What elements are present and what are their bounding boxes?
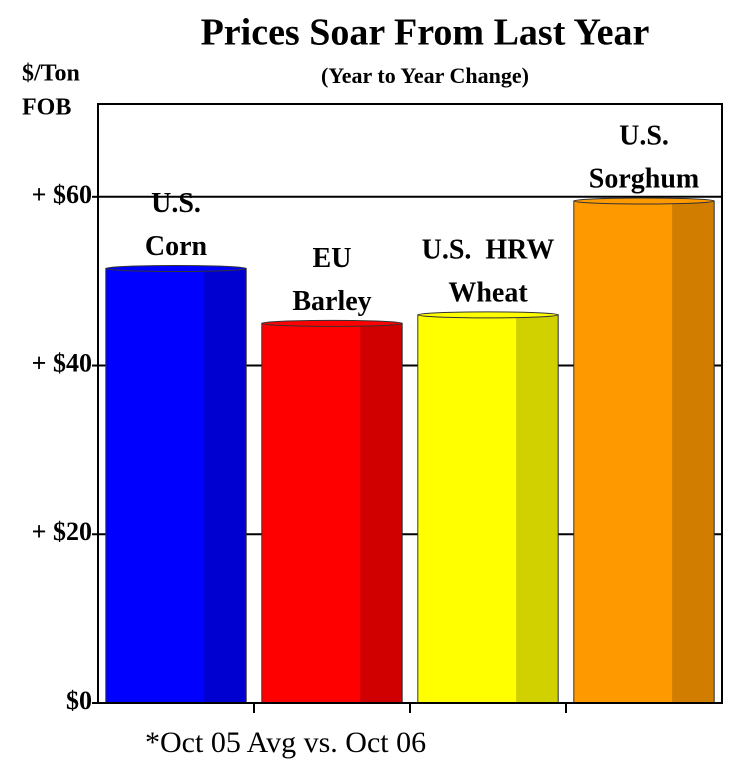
bar-cap: [105, 265, 247, 273]
category-label: Wheat: [448, 277, 528, 308]
category-label: U.S.: [619, 120, 669, 151]
bar-shade: [516, 314, 559, 703]
y-axis-label: FOB: [22, 95, 71, 121]
y-axis-label: $/Ton: [22, 61, 80, 87]
chart-title: Prices Soar From Last Year: [201, 12, 650, 54]
category-label: Barley: [292, 286, 371, 317]
footnote: *Oct 05 Avg vs. Oct 06: [145, 726, 426, 759]
bar-shade: [360, 323, 403, 703]
bar: [261, 322, 403, 704]
y-tick-label: + $40: [32, 349, 92, 378]
bar-shade: [204, 268, 247, 703]
category-label: Sorghum: [589, 163, 699, 194]
bar: [105, 268, 247, 704]
y-tick-label: + $60: [32, 180, 92, 209]
y-tick-label: + $20: [32, 517, 92, 546]
bar: [573, 200, 715, 704]
bar-cap: [573, 197, 715, 205]
category-label: U.S.: [151, 188, 201, 219]
category-label: U.S. HRW: [422, 234, 555, 265]
y-tick-label: $0: [66, 686, 92, 715]
category-label: EU: [313, 243, 352, 274]
category-label: Corn: [145, 231, 208, 262]
bar-shade: [672, 201, 715, 704]
chart-subtitle: (Year to Year Change): [321, 63, 529, 88]
bar-cap: [417, 311, 559, 319]
bar-cap: [261, 319, 403, 327]
